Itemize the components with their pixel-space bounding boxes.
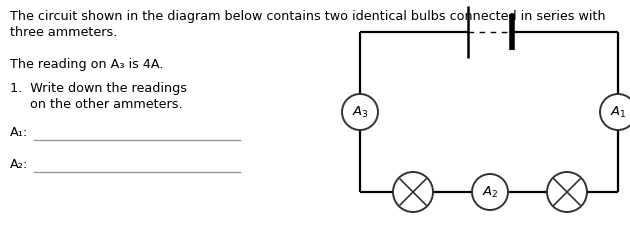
Text: three ammeters.: three ammeters. <box>10 26 117 39</box>
Text: 1.  Write down the readings: 1. Write down the readings <box>10 82 187 95</box>
Circle shape <box>600 94 630 130</box>
Text: A₁:: A₁: <box>10 126 28 139</box>
Text: A₂:: A₂: <box>10 158 28 171</box>
Circle shape <box>342 94 378 130</box>
Text: on the other ammeters.: on the other ammeters. <box>10 98 183 111</box>
Text: $A_3$: $A_3$ <box>352 104 369 119</box>
Text: The reading on A₃ is 4A.: The reading on A₃ is 4A. <box>10 58 164 71</box>
Circle shape <box>547 172 587 212</box>
Text: $A_2$: $A_2$ <box>482 184 498 200</box>
Circle shape <box>393 172 433 212</box>
Text: $A_1$: $A_1$ <box>610 104 626 119</box>
Circle shape <box>472 174 508 210</box>
Text: The circuit shown in the diagram below contains two identical bulbs connected in: The circuit shown in the diagram below c… <box>10 10 605 23</box>
